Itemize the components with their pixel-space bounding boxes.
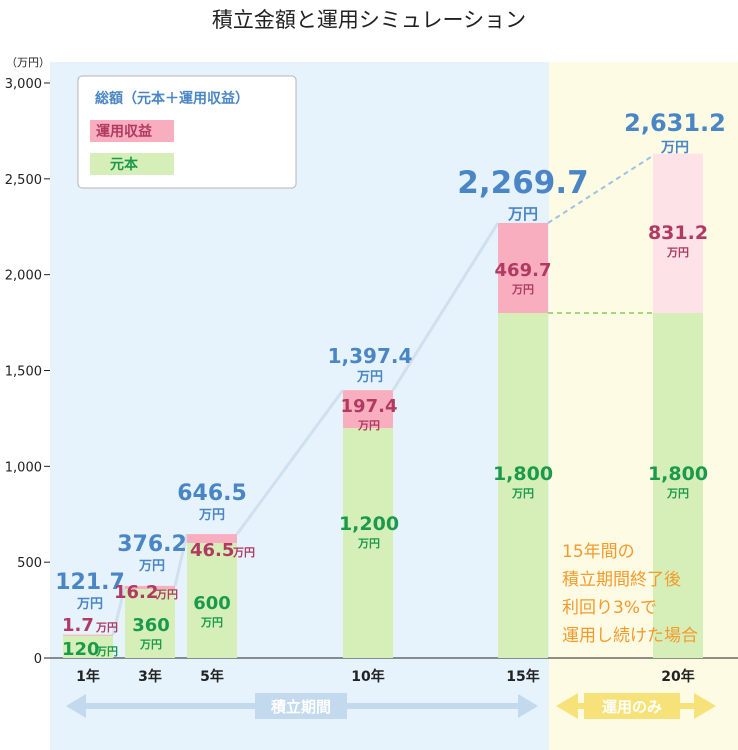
total-label-15-value: 2,269.7 [457, 165, 588, 201]
legend-total-label: 総額（元本＋運用収益） [95, 90, 249, 107]
bar-principal [125, 589, 175, 658]
total-projection-line [547, 154, 654, 224]
gain-label-10-value: 197.4 [341, 396, 398, 417]
gain-unit-5: 万円 [232, 546, 255, 559]
bar-principal [63, 635, 113, 658]
principal-label-10-value: 1,200 [339, 513, 399, 535]
gain-label-15-unit: 万円 [511, 283, 534, 296]
investment-period-background [549, 62, 738, 750]
investment-only-arrow: 運用のみ [556, 693, 716, 719]
bar-principal [187, 543, 237, 658]
bar-principal [498, 313, 548, 658]
total-label-1-value: 121.7 [55, 570, 125, 595]
legend-principal-swatch [90, 153, 174, 175]
total-label-20-unit: 万円 [660, 140, 689, 156]
principal-label-15-value: 1,800 [493, 463, 553, 485]
bar-gain [498, 222, 548, 313]
principal-label-5-unit: 万円 [200, 616, 223, 629]
y-axis-unit: （万円） [6, 56, 50, 69]
bar-gain [187, 534, 237, 543]
x-axis-labels: 1年 3年 5年 10年 15年 20年 [76, 668, 695, 685]
chart-title: 積立金額と運用シミュレーション [212, 8, 526, 32]
y-tick-label: 2,000 [5, 269, 42, 284]
principal-label-10-unit: 万円 [357, 537, 380, 550]
x-tick-label: 20年 [661, 668, 694, 685]
gain-value-5: 46.5 [190, 540, 234, 561]
gain-value-1: 1.7 [62, 615, 94, 636]
bar-principal [343, 428, 393, 658]
x-tick-label: 5年 [200, 668, 224, 685]
x-tick-label: 15年 [506, 668, 539, 685]
total-trend-line [111, 585, 127, 636]
legend-principal-label: 元本 [110, 156, 139, 173]
investment-only-label: 運用のみ [602, 698, 662, 716]
gain-label-10-unit: 万円 [357, 419, 380, 432]
gain-label-20-value: 831.2 [648, 222, 708, 244]
scenario-note: 15年間の 積立期間終了後 利回り3%で 運用し続けた場合 [562, 542, 698, 646]
y-tick-label: 2,500 [5, 173, 42, 188]
gain-unit-1: 万円 [95, 621, 118, 634]
principal-unit-1: 万円 [95, 645, 118, 658]
principal-label-5-value: 600 [193, 593, 231, 614]
total-label-5-unit: 万円 [198, 508, 225, 523]
total-connector-lines [111, 154, 654, 636]
bar-gain [63, 634, 113, 636]
total-label-3-value: 376.2 [117, 532, 187, 557]
accumulation-period-label: 積立期間 [270, 698, 331, 716]
note-line-2: 積立期間終了後 [562, 570, 681, 590]
note-line-3: 利回り3%で [562, 598, 657, 618]
principal-label-20-unit: 万円 [666, 487, 689, 500]
legend-box: 総額（元本＋運用収益） 運用収益 元本 [77, 75, 297, 189]
principal-label-3-value: 360 [132, 615, 170, 636]
y-tick-label: 1,000 [5, 460, 42, 475]
stacked-bars [63, 153, 703, 658]
legend-gain-label: 運用収益 [96, 123, 152, 140]
note-line-1: 15年間の [562, 542, 635, 562]
principal-label-20-value: 1,800 [648, 463, 708, 485]
y-tick-label: 0 [34, 652, 42, 667]
y-axis-ticks: 0 500 1,000 1,500 2,000 2,500 3,000 [5, 77, 50, 667]
total-label-3-unit: 万円 [138, 559, 165, 574]
total-label-10-value: 1,397.4 [328, 344, 413, 368]
legend-gain-swatch [90, 120, 174, 142]
gain-label-20-unit: 万円 [666, 246, 689, 259]
bar-gain [125, 585, 175, 589]
total-trend-line [391, 222, 500, 391]
accumulation-period-arrow: 積立期間 [66, 693, 538, 719]
bar-gain [653, 153, 703, 313]
x-tick-label: 10年 [351, 668, 384, 685]
gain-label-15-value: 469.7 [495, 260, 552, 281]
x-tick-label: 1年 [76, 668, 100, 685]
bar-value-labels: 121.7 万円 376.2 万円 646.5 万円 1,397.4 万円 2,269.7 万円 2… [55, 109, 726, 660]
bar-principal [653, 313, 703, 658]
total-label-20-value: 2,631.2 [624, 109, 726, 137]
total-label-1-unit: 万円 [76, 597, 103, 612]
principal-value-1: 120 [62, 639, 100, 660]
total-trend-line [235, 389, 345, 535]
gain-unit-3: 万円 [155, 588, 178, 601]
total-label-10-unit: 万円 [356, 370, 383, 385]
principal-label-15-unit: 万円 [511, 487, 534, 500]
y-tick-label: 500 [17, 556, 42, 571]
bar-gain [343, 390, 393, 428]
x-tick-label: 3年 [138, 668, 162, 685]
principal-label-3-unit: 万円 [139, 638, 162, 651]
total-trend-line [173, 533, 189, 587]
total-label-5-value: 646.5 [177, 481, 247, 506]
total-label-15-unit: 万円 [507, 205, 538, 223]
y-tick-label: 3,000 [5, 77, 42, 92]
y-tick-label: 1,500 [5, 365, 42, 380]
gain-value-3: 16.2 [114, 582, 158, 603]
note-line-4: 運用し続けた場合 [562, 626, 698, 646]
